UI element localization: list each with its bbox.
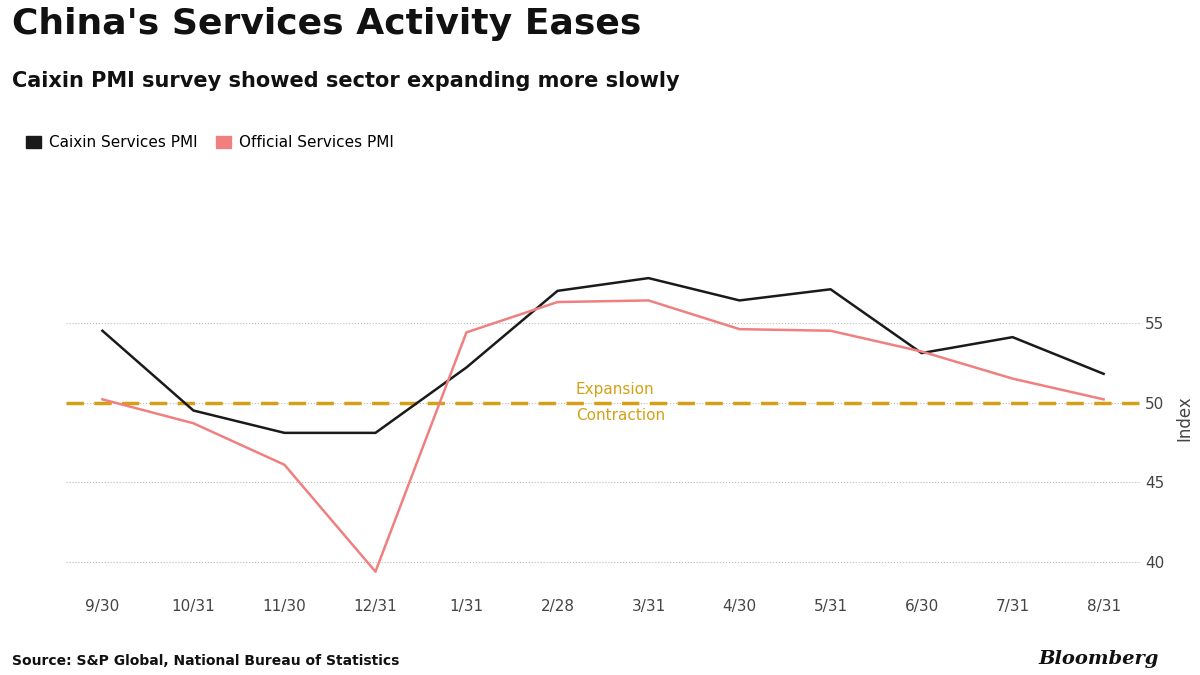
Text: Expansion: Expansion bbox=[576, 382, 654, 397]
Text: China's Services Activity Eases: China's Services Activity Eases bbox=[12, 7, 641, 40]
Text: Bloomberg: Bloomberg bbox=[1038, 650, 1158, 668]
Text: Contraction: Contraction bbox=[576, 408, 665, 423]
Text: Caixin PMI survey showed sector expanding more slowly: Caixin PMI survey showed sector expandin… bbox=[12, 71, 679, 91]
Y-axis label: Index: Index bbox=[1175, 396, 1193, 441]
Text: Source: S&P Global, National Bureau of Statistics: Source: S&P Global, National Bureau of S… bbox=[12, 654, 400, 668]
Legend: Caixin Services PMI, Official Services PMI: Caixin Services PMI, Official Services P… bbox=[19, 129, 400, 157]
